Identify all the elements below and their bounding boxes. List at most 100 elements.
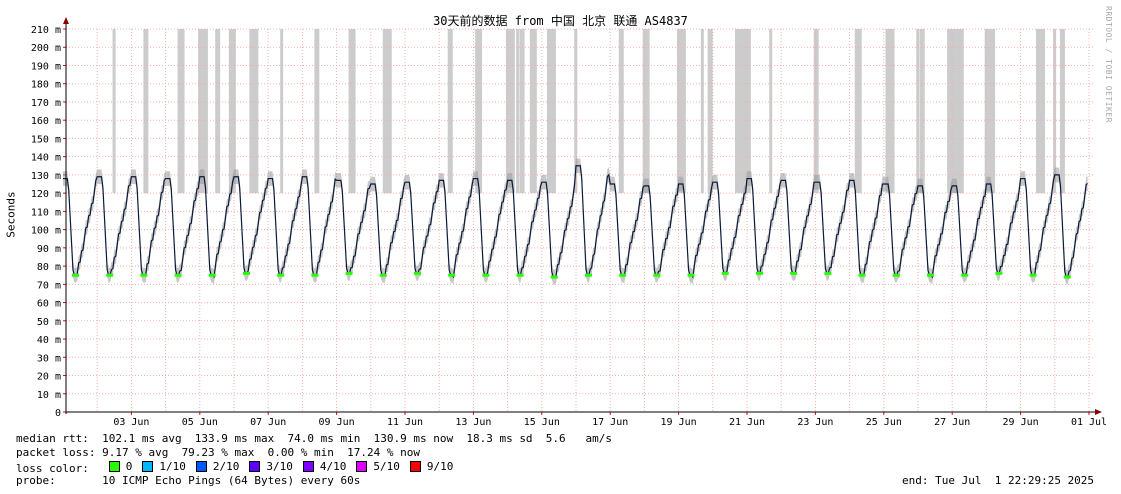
loss-color-marker [208,273,216,277]
x-tick-label: 25 Jun [866,417,902,428]
loss-color-swatch [409,461,421,472]
loss-color-swatch [356,461,368,472]
loss-color-marker [106,273,114,277]
y-tick-label: 100 m [31,226,61,237]
loss-color-item: 5/10 [356,460,400,473]
loss-color-marker [892,273,900,277]
x-tick-label: 09 Jun [319,417,355,428]
end-time: end: Tue Jul 1 22:29:25 2025 [902,474,1095,487]
loss-band [249,29,259,194]
loss-color-swatch [249,461,261,472]
rrdtool-credit: RRDTOOL / TOBI OETIKER [1104,6,1113,123]
x-tick-label: 13 Jun [455,417,491,428]
loss-color-item: 1/10 [142,460,186,473]
loss-color-marker [619,273,627,277]
loss-color-swatch [108,461,120,472]
loss-color-item: 2/10 [195,460,240,473]
y-tick-label: 190 m [31,61,61,72]
loss-color-marker [71,273,79,277]
loss-band [475,29,483,194]
y-tick-label: 200 m [31,43,61,54]
loss-color-value: 5/10 [373,460,400,473]
loss-band [386,29,390,194]
loss-band [885,29,895,194]
loss-band [204,29,208,194]
median-rtt-stats: median rtt: 102.1 ms avg 133.9 ms max 74… [16,432,613,445]
x-tick-label: 17 Jun [592,417,628,428]
loss-color-marker [174,273,182,277]
y-tick-label: 140 m [31,153,61,164]
y-tick-label: 180 m [31,80,61,91]
loss-band [642,29,650,194]
loss-color-item: 4/10 [302,460,347,473]
loss-color-marker [961,273,969,277]
loss-color-marker [824,271,832,275]
loss-band [143,29,149,194]
y-tick-label: 80 m [37,262,61,273]
y-tick-label: 70 m [37,280,61,291]
loss-band [741,29,751,194]
loss-band [707,29,713,194]
loss-band [919,29,925,194]
loss-band [769,29,773,194]
loss-color-marker [311,273,319,277]
probe-info: probe: 10 ICMP Echo Pings (64 Bytes) eve… [16,474,361,487]
y-tick-label: 150 m [31,134,61,145]
x-tick-label: 29 Jun [1003,417,1039,428]
loss-band [676,29,686,194]
loss-color-marker [1063,275,1071,279]
loss-band [953,29,963,194]
loss-band [1035,29,1045,194]
loss-band [348,29,356,194]
loss-band [198,29,208,194]
loss-band [447,29,453,194]
loss-band [314,29,320,194]
loss-color-marker [995,271,1003,275]
loss-color-value: 1/10 [159,460,186,473]
y-tick-label: 170 m [31,98,61,109]
packet-loss-stats: packet loss: 9.17 % avg 79.23 % max 0.00… [16,446,420,459]
loss-band [1053,29,1057,194]
y-tick-label: 210 m [31,25,61,36]
loss-band [960,29,964,194]
loss-color-item: 0 [108,460,133,473]
x-tick-label: 01 Jul [1071,417,1107,428]
loss-color-item: 3/10 [249,460,293,473]
loss-color-marker [721,271,729,275]
y-tick-label: 130 m [31,171,61,182]
loss-band [984,29,990,194]
loss-color-marker [790,271,798,275]
loss-color-value: 3/10 [266,460,293,473]
loss-color-marker [379,273,387,277]
loss-color-marker [926,273,934,277]
loss-band [618,29,624,194]
y-tick-label: 110 m [31,207,61,218]
loss-color-swatch [302,461,314,472]
loss-band [280,29,284,194]
loss-color-value: 0 [125,460,133,473]
loss-band [529,29,537,194]
loss-color-marker [858,273,866,277]
y-tick-label: 40 m [37,335,61,346]
y-tick-label: 60 m [37,299,61,310]
loss-color-value: 9/10 [426,460,454,473]
x-tick-label: 19 Jun [661,417,697,428]
loss-color-marker [448,273,456,277]
y-tick-label: 120 m [31,189,61,200]
loss-color-marker [1029,273,1037,277]
loss-color-value: 2/10 [212,460,240,473]
y-tick-label: 20 m [37,372,61,383]
x-tick-label: 03 Jun [113,417,149,428]
x-tick-label: 05 Jun [182,417,218,428]
loss-color-value: 4/10 [319,460,347,473]
loss-band [854,29,862,194]
x-tick-label: 27 Jun [934,417,970,428]
y-tick-label: 90 m [37,244,61,255]
loss-band [505,29,515,194]
y-tick-label: 160 m [31,116,61,127]
loss-color-swatch [195,461,207,472]
loss-band [519,29,525,194]
y-tick-label: 0 [55,408,61,419]
loss-band [177,29,185,194]
chart-title: 30天前的数据 from 中国 北京 联通 AS4837 [433,14,688,28]
